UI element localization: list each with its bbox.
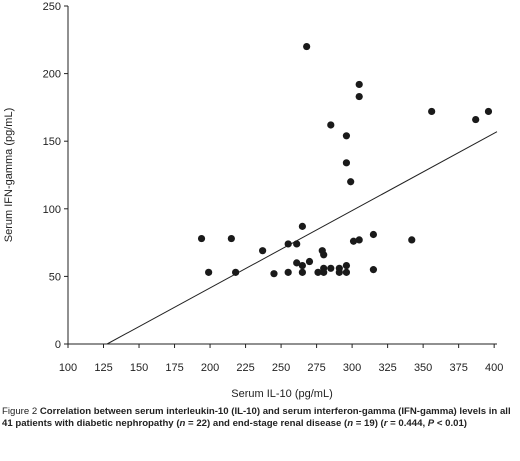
x-tick-label: 175 [165, 362, 183, 374]
point [298, 268, 306, 276]
x-tick-label: 125 [94, 362, 112, 374]
caption: Figure 2 Correlation between serum inter… [2, 406, 514, 430]
point [335, 268, 343, 276]
x-tick-label: 325 [378, 362, 396, 374]
point [205, 268, 213, 276]
point [369, 230, 378, 239]
point [298, 222, 306, 230]
caption-part: = 22) and end-stage renal disease ( [185, 418, 348, 429]
chart: Serum IL-10 (pg/mL) Serum IFN-gamma (pg/… [3, 1, 503, 400]
point [369, 266, 378, 274]
y-axis-label: Serum IFN-gamma (pg/mL) [3, 108, 15, 242]
point [284, 268, 292, 276]
y-tick-label: 250 [43, 1, 61, 13]
caption-part: Correlation between serum interleukin-10… [2, 406, 511, 429]
x-tick-label: 100 [59, 362, 77, 374]
point [314, 268, 322, 276]
x-tick-label: 225 [236, 362, 254, 374]
caption-part: P [427, 418, 435, 429]
caption-part: = 0.444, [387, 418, 428, 429]
caption-part: n [179, 418, 186, 429]
point [303, 42, 311, 51]
point [305, 257, 314, 266]
point [349, 237, 358, 245]
x-tick-label: 150 [130, 362, 148, 374]
point [327, 264, 335, 272]
point [293, 259, 301, 267]
y-tick-label: 100 [43, 204, 61, 216]
point [355, 236, 363, 244]
point [342, 132, 351, 140]
x-axis-label: Serum IL-10 (pg/mL) [231, 388, 332, 400]
point [259, 247, 267, 255]
point [408, 236, 416, 244]
point [232, 268, 240, 276]
caption-part: r [383, 418, 388, 429]
point [197, 234, 206, 243]
trend-line [106, 131, 498, 345]
x-tick-label: 375 [449, 362, 467, 374]
y-tick-label: 0 [55, 339, 61, 351]
y-tick-label: 50 [49, 271, 61, 283]
point [227, 234, 235, 243]
point [320, 268, 328, 276]
point [484, 107, 493, 116]
point [428, 107, 436, 116]
point [320, 251, 328, 259]
caption-part: n [347, 418, 354, 429]
point [355, 80, 363, 89]
point [284, 240, 292, 248]
point [327, 121, 335, 129]
point [355, 92, 363, 101]
x-tick-label: 350 [414, 362, 432, 374]
point [270, 270, 278, 278]
point [298, 261, 306, 270]
x-tick-label: 200 [201, 362, 219, 374]
point [347, 178, 355, 186]
x-tick-label: 400 [485, 362, 503, 374]
point [342, 261, 351, 270]
point [472, 115, 480, 124]
x-tick-label: 250 [272, 362, 290, 374]
x-tick-label: 275 [307, 362, 325, 374]
point [342, 268, 351, 276]
point [293, 240, 301, 248]
caption-part: < 0.01) [434, 418, 467, 429]
y-tick-label: 150 [43, 136, 61, 148]
caption-part: Figure 2 [2, 406, 40, 417]
x-tick-label: 300 [343, 362, 361, 374]
point [342, 159, 351, 167]
y-tick-label: 200 [43, 69, 61, 81]
caption-part: = 19) ( [353, 418, 384, 429]
